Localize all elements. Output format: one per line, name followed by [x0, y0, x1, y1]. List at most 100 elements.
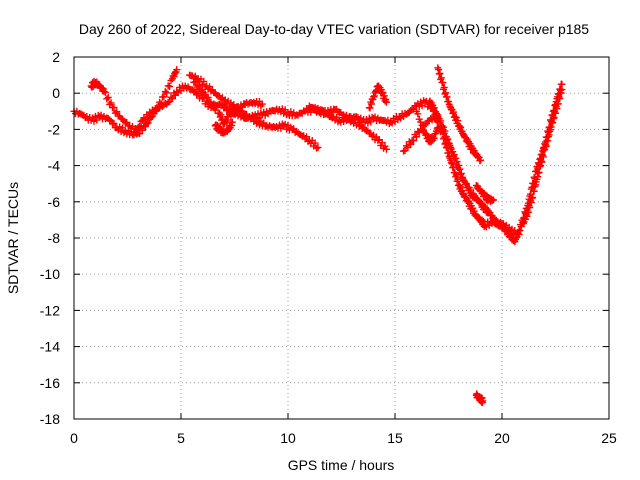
data-point	[414, 110, 422, 118]
data-point	[382, 145, 390, 153]
x-tick-label: 10	[280, 430, 296, 446]
data-point	[104, 93, 112, 101]
data-point	[557, 89, 565, 97]
data-point	[441, 127, 449, 135]
data-point	[173, 87, 181, 95]
data-point	[554, 100, 562, 108]
series-track-g	[365, 82, 390, 112]
data-point	[454, 161, 462, 169]
data-point	[443, 93, 451, 101]
series-track-d	[190, 78, 266, 128]
data-point	[380, 92, 388, 100]
data-point	[553, 105, 561, 113]
y-tick-label: 0	[52, 85, 60, 101]
series-track-e	[211, 118, 236, 137]
data-point	[529, 193, 537, 201]
data-point	[417, 118, 425, 126]
data-point	[204, 93, 212, 101]
series-track-k	[434, 64, 485, 165]
data-point	[444, 135, 452, 143]
data-point	[516, 226, 524, 234]
y-tick-label: -4	[48, 158, 61, 174]
data-point	[479, 397, 487, 405]
data-point	[512, 234, 520, 242]
data-point	[542, 141, 550, 149]
series-track-f	[305, 102, 390, 153]
data-point	[223, 116, 231, 124]
data-point	[489, 196, 497, 204]
data-point	[98, 84, 106, 92]
data-point	[345, 112, 353, 120]
data-point	[144, 119, 152, 127]
x-axis-label: GPS time / hours	[288, 457, 395, 473]
data-point	[537, 162, 545, 170]
data-point	[217, 111, 225, 119]
data-point	[137, 117, 145, 125]
data-point	[454, 175, 462, 183]
data-point	[442, 89, 450, 97]
series-track-l	[472, 182, 497, 205]
data-point	[173, 66, 181, 74]
data-point	[107, 99, 115, 107]
data-point	[530, 187, 538, 195]
data-point	[258, 100, 266, 108]
data-point	[556, 95, 564, 103]
data-point	[558, 86, 566, 94]
data-point	[478, 216, 486, 224]
data-point	[467, 186, 475, 194]
data-point	[455, 182, 463, 190]
y-tick-label: -18	[40, 411, 60, 427]
data-point	[148, 112, 156, 120]
data-point	[110, 103, 118, 111]
series-track-o	[472, 390, 487, 407]
data-point	[462, 180, 470, 188]
data-point	[143, 120, 151, 128]
data-point	[555, 93, 563, 101]
data-point	[367, 100, 375, 108]
series-track-b	[87, 66, 181, 138]
data-point	[457, 183, 465, 191]
data-point	[524, 208, 532, 216]
data-point	[491, 215, 499, 223]
y-tick-label: -12	[40, 302, 60, 318]
data-point	[221, 117, 229, 125]
data-point	[545, 131, 553, 139]
data-point	[410, 137, 418, 145]
data-point	[547, 123, 555, 131]
data-point	[536, 163, 544, 171]
data-point	[470, 207, 478, 215]
data-point	[526, 204, 534, 212]
data-point	[484, 207, 492, 215]
data-point	[527, 199, 535, 207]
x-tick-label: 5	[177, 430, 185, 446]
data-point	[213, 103, 221, 111]
data-point	[537, 157, 545, 165]
data-point	[552, 109, 559, 117]
data-point	[538, 158, 546, 166]
data-point	[539, 151, 547, 159]
data-point	[100, 87, 108, 95]
data-point	[156, 98, 164, 106]
data-point	[381, 97, 389, 105]
data-point	[451, 113, 459, 121]
data-point	[439, 79, 447, 87]
data-point	[160, 93, 168, 101]
data-point	[251, 114, 259, 122]
grid	[74, 57, 609, 419]
data-point	[191, 78, 199, 86]
data-point	[457, 123, 465, 131]
data-point	[449, 108, 457, 116]
data-point	[166, 82, 174, 90]
data-point	[161, 88, 169, 96]
data-point	[446, 102, 454, 110]
data-point	[382, 98, 390, 106]
data-point	[462, 134, 470, 142]
data-point	[454, 117, 462, 125]
data-point	[372, 87, 380, 95]
data-point	[407, 140, 415, 148]
data-point	[447, 144, 455, 151]
series-track-j	[425, 97, 497, 222]
data-point	[157, 100, 165, 108]
